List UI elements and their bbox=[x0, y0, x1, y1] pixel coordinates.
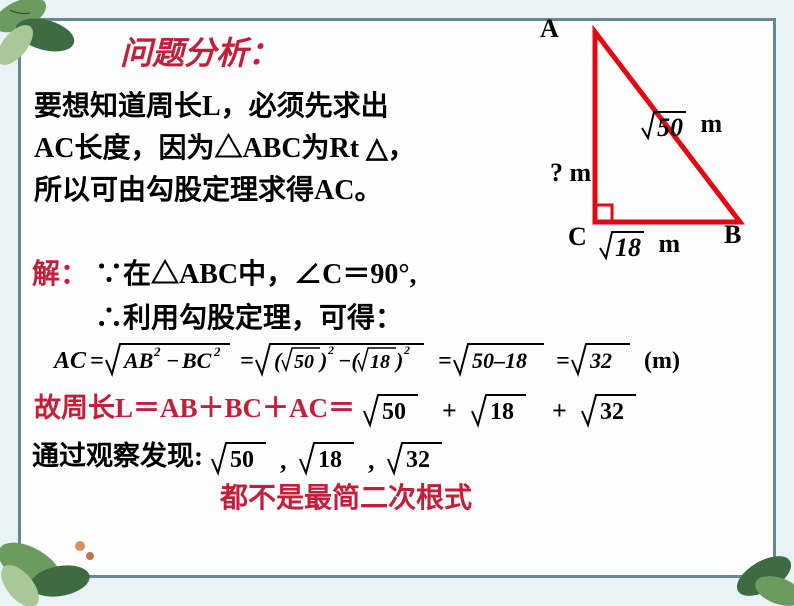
svg-text:=: = bbox=[438, 348, 452, 374]
svg-text:32: 32 bbox=[589, 348, 612, 373]
svg-text:=: = bbox=[90, 348, 104, 374]
svg-text:,: , bbox=[368, 446, 375, 475]
section-title: 问题分析： bbox=[120, 28, 280, 74]
svg-text:(m): (m) bbox=[644, 348, 680, 374]
hyp-unit: m bbox=[701, 109, 723, 138]
svg-text:50: 50 bbox=[294, 351, 314, 373]
svg-text:=: = bbox=[240, 348, 254, 374]
svg-text:AC: AC bbox=[52, 348, 87, 374]
svg-text:32: 32 bbox=[406, 447, 430, 473]
vertex-a-label: A bbox=[540, 14, 559, 44]
svg-text:−(: −( bbox=[338, 348, 360, 373]
base-unit: m bbox=[659, 229, 681, 258]
svg-text:18: 18 bbox=[370, 351, 390, 373]
svg-text:2: 2 bbox=[153, 344, 161, 359]
svg-text:2: 2 bbox=[327, 343, 334, 357]
solution-line1: 解： ∵在△ABC中，∠C＝90°, bbox=[32, 252, 417, 292]
analysis-paragraph: 要想知道周长L，必须先求出 AC长度，因为△ABC为Rt △， 所以可由勾股定理… bbox=[34, 86, 564, 212]
hypotenuse-label: 50 m bbox=[640, 108, 722, 144]
svg-text:32: 32 bbox=[600, 399, 624, 425]
solution-body1: ∵在△ABC中，∠C＝90°, bbox=[95, 259, 417, 290]
svg-text:AB: AB bbox=[122, 348, 153, 373]
svg-text:): ) bbox=[394, 348, 403, 373]
svg-text:): ) bbox=[318, 348, 327, 373]
vertex-c-label: C bbox=[568, 222, 587, 252]
para-line1: 要想知道周长L，必须先求出 bbox=[34, 91, 389, 122]
svg-text:2: 2 bbox=[213, 344, 221, 359]
svg-text:50: 50 bbox=[657, 113, 683, 142]
svg-text:50: 50 bbox=[230, 447, 254, 473]
svg-text:50–18: 50–18 bbox=[472, 348, 527, 373]
svg-text:=: = bbox=[556, 348, 570, 374]
svg-text:,: , bbox=[280, 446, 287, 475]
obs-prefix: 通过观察发现: bbox=[32, 441, 203, 471]
conclusion-line: 都不是最简二次根式 bbox=[220, 476, 472, 516]
svg-text:18: 18 bbox=[615, 233, 641, 262]
para-line3: 所以可由勾股定理求得AC。 bbox=[34, 175, 382, 206]
svg-text:+: + bbox=[552, 396, 567, 425]
solution-prefix: 解： bbox=[32, 259, 88, 290]
perimeter-line: 故周长L＝AB＋BC＋AC＝ 50 + 18 + 32 bbox=[34, 386, 742, 431]
side-ac-label: ? m bbox=[550, 158, 591, 188]
svg-text:18: 18 bbox=[490, 399, 514, 425]
observation-line: 通过观察发现: 50 , 18 , 32 bbox=[32, 434, 570, 479]
ac-equation: AC = AB 2 − BC 2 = ( 50 ) 2 −( 18 ) 2 = … bbox=[54, 340, 754, 387]
svg-text:BC: BC bbox=[181, 348, 212, 373]
base-label: 18 m bbox=[598, 228, 680, 264]
svg-text:2: 2 bbox=[403, 343, 410, 357]
l-prefix: 故周长L＝AB＋BC＋AC＝ bbox=[34, 393, 355, 423]
svg-text:+: + bbox=[442, 396, 457, 425]
para-line2: AC长度，因为△ABC为Rt △， bbox=[34, 133, 416, 164]
svg-text:−: − bbox=[166, 348, 179, 373]
vertex-b-label: B bbox=[724, 220, 741, 250]
svg-text:50: 50 bbox=[382, 399, 406, 425]
solution-line2: ∴利用勾股定理，可得： bbox=[95, 296, 403, 336]
svg-text:18: 18 bbox=[318, 447, 342, 473]
